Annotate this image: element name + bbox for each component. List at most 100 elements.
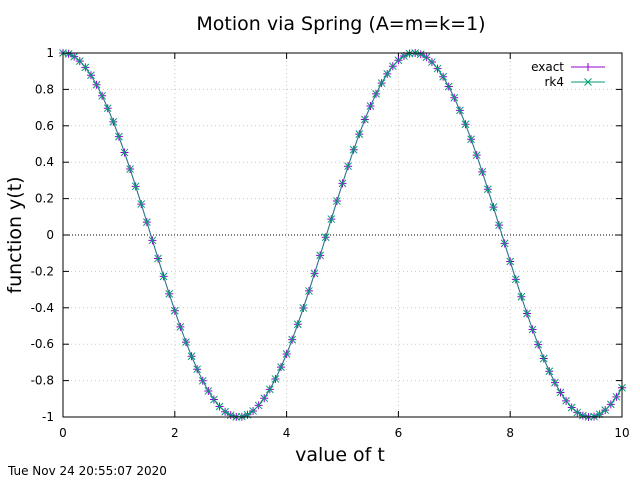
rk4-point	[327, 215, 336, 223]
rk4-point	[109, 118, 118, 126]
y-tick-label: -0.6	[31, 337, 54, 351]
rk4-point	[489, 203, 498, 211]
y-tick-label: -0.2	[31, 264, 54, 278]
rk4-point	[534, 340, 543, 349]
series	[59, 49, 626, 421]
rk4-point	[98, 91, 106, 100]
x-tick-label: 8	[506, 426, 514, 440]
series-rk4	[59, 49, 626, 421]
rk4-point	[103, 104, 112, 113]
rk4-point	[260, 394, 269, 403]
y-tick-label: 0.8	[35, 82, 54, 96]
chart-title: Motion via Spring (A=m=k=1)	[196, 13, 485, 35]
rk4-point	[148, 236, 157, 245]
y-tick-label: -0.8	[31, 374, 54, 388]
rk4-point	[126, 165, 134, 173]
rk4-point	[545, 367, 554, 376]
rk4-point	[131, 182, 140, 191]
rk4-point	[344, 162, 352, 171]
rk4-point	[361, 115, 369, 124]
rk4-point	[394, 56, 403, 65]
rk4-point	[467, 135, 475, 144]
rk4-point	[400, 52, 408, 60]
rk4-point	[142, 218, 151, 226]
rk4-point	[528, 325, 537, 334]
rk4-point	[590, 412, 598, 421]
rk4-point	[176, 323, 185, 331]
rk4-point	[416, 50, 425, 59]
rk4-point	[444, 82, 453, 91]
plot-frame	[62, 52, 623, 418]
rk4-point	[500, 239, 509, 248]
legend-marker-rk4	[584, 78, 592, 86]
x-tick-label: 0	[59, 426, 67, 440]
rk4-point	[511, 275, 520, 284]
rk4-point	[383, 69, 392, 78]
rk4-point	[349, 145, 358, 154]
rk4-point	[115, 132, 123, 141]
x-tick-label: 4	[283, 426, 291, 440]
y-tick-label: 0.6	[35, 119, 54, 133]
rk4-point	[182, 338, 190, 346]
rk4-point	[372, 89, 380, 98]
y-tick-label: 0.2	[35, 192, 54, 206]
rk4-point	[159, 272, 168, 281]
rk4-point	[221, 407, 229, 416]
rk4-point	[187, 352, 196, 361]
rk4-point	[355, 130, 364, 138]
rk4-point	[517, 292, 526, 301]
rk4-point	[456, 106, 464, 115]
grid	[63, 53, 622, 417]
rk4-point	[293, 320, 302, 329]
rk4-point	[282, 350, 291, 358]
rk4-point	[612, 392, 621, 401]
legend-label-rk4: rk4	[544, 75, 564, 89]
rk4-point	[539, 354, 548, 363]
rk4-point	[366, 102, 375, 110]
rk4-point	[551, 378, 559, 387]
y-tick-label: -1	[42, 410, 54, 424]
rk4-point	[606, 400, 615, 409]
y-tick-label: -0.4	[31, 301, 54, 315]
rk4-point	[506, 257, 515, 266]
y-tick-label: 0.4	[35, 155, 54, 169]
rk4-point	[299, 304, 308, 312]
rk4-point	[137, 200, 146, 208]
timestamp: Tue Nov 24 20:55:07 2020	[8, 464, 167, 478]
rk4-point	[226, 411, 235, 420]
rk4-point	[338, 179, 347, 188]
rk4-point	[316, 251, 324, 260]
rk4-point	[254, 401, 263, 410]
y-tick-label: 1	[46, 46, 54, 60]
legend-label-exact: exact	[531, 60, 564, 74]
rk4-point	[165, 289, 174, 298]
rk4-point	[310, 269, 319, 278]
x-tick-label: 2	[171, 426, 179, 440]
rk4-point	[573, 408, 582, 417]
rk4-point	[305, 287, 313, 295]
rk4-point	[556, 388, 565, 397]
rk4-point	[495, 221, 503, 230]
rk4-point	[562, 396, 570, 405]
rk4-point	[321, 233, 330, 242]
ticks: 0 2 4 6 8 10 -1 -0.8 -0.6 -0.4 -0.2 0 0.2 0.4 0.6 0.8 1	[31, 46, 630, 440]
rk4-point	[81, 63, 90, 72]
rk4-point	[92, 80, 101, 89]
x-tick-label: 6	[395, 426, 403, 440]
rk4-point	[193, 365, 202, 374]
rk4-point	[120, 148, 129, 157]
rk4-point	[271, 375, 280, 383]
rk4-point	[277, 363, 285, 371]
rk4-point	[198, 376, 207, 385]
legend-marker-exact	[584, 63, 592, 71]
rk4-point	[265, 385, 274, 394]
rk4-point	[450, 93, 459, 102]
y-tick-label: 0	[46, 228, 54, 242]
rk4-point	[170, 306, 179, 315]
rk4-point	[154, 254, 162, 263]
x-tick-label: 10	[614, 426, 629, 440]
y-axis-label: function y(t)	[4, 176, 26, 293]
rk4-point	[288, 335, 297, 344]
